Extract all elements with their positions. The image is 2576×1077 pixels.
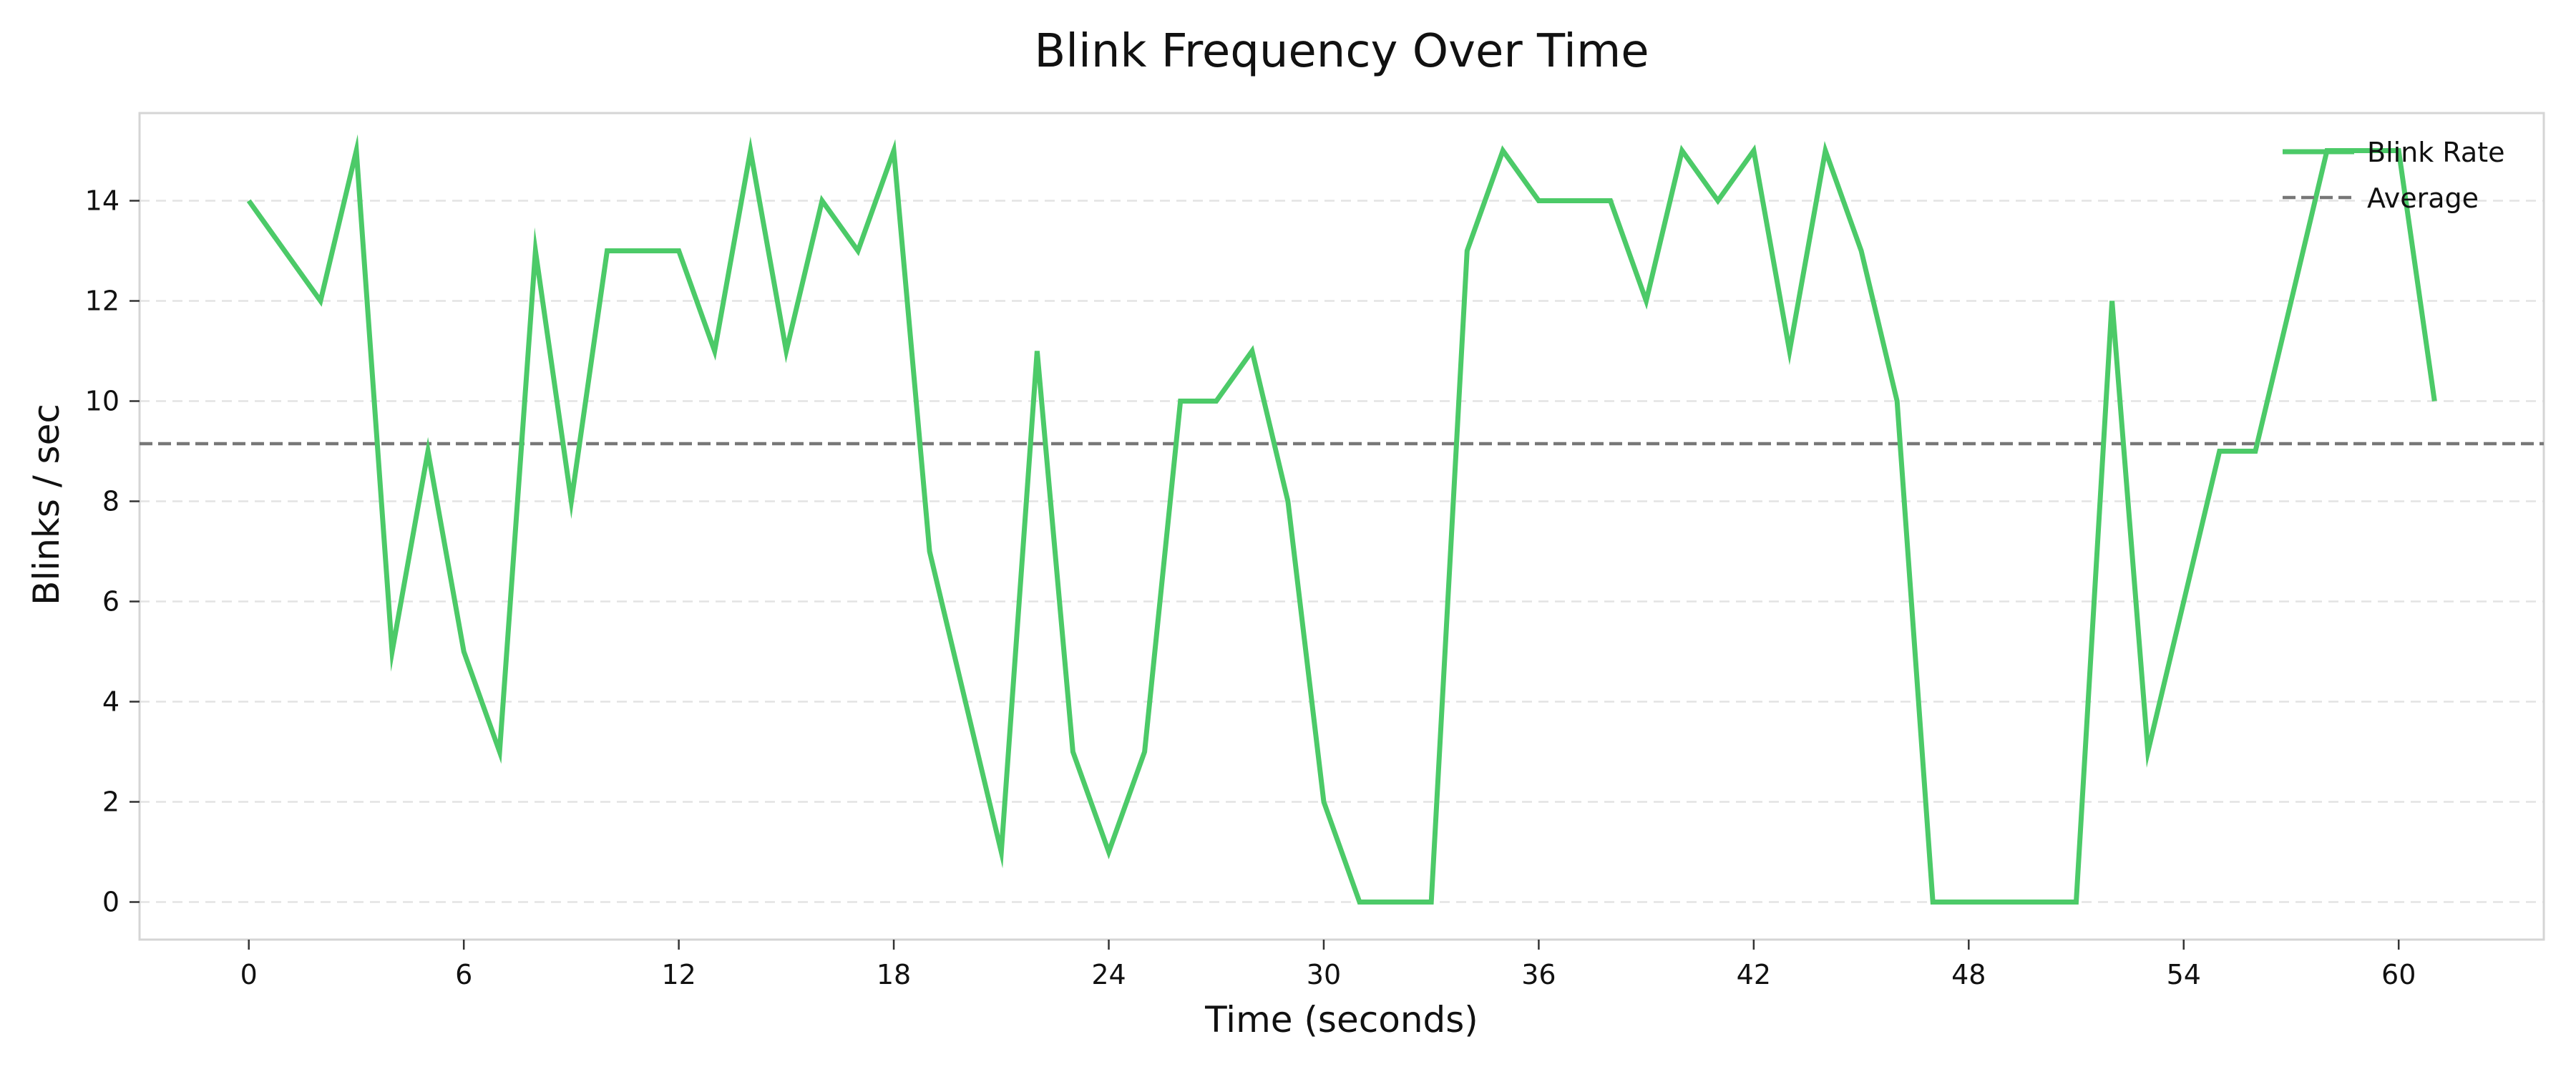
y-tick-label: 6 — [102, 586, 119, 618]
x-tick-label: 36 — [1521, 959, 1556, 990]
legend-average-label: Average — [2367, 182, 2479, 214]
y-tick-label: 4 — [102, 686, 119, 718]
y-tick-label: 14 — [85, 185, 119, 217]
series — [140, 134, 2544, 905]
plot-area-frame — [138, 112, 2545, 941]
x-tick-label: 60 — [2381, 959, 2416, 990]
y-tick-label: 12 — [85, 286, 119, 317]
chart-title: Blink Frequency Over Time — [1034, 25, 1649, 78]
x-tick-label: 12 — [661, 959, 696, 990]
x-tick-label: 48 — [1951, 959, 1986, 990]
y-tick-label: 8 — [102, 486, 119, 517]
y-tick-label: 10 — [85, 386, 119, 417]
x-tick-label: 18 — [877, 959, 911, 990]
x-tick-label: 42 — [1737, 959, 1771, 990]
grid — [140, 200, 2544, 903]
x-tick-label: 6 — [455, 959, 472, 990]
x-tick-label: 54 — [2167, 959, 2201, 990]
y-tick-label: 2 — [102, 786, 119, 818]
x-axis-label: Time (seconds) — [1204, 999, 1478, 1041]
x-tick-label: 24 — [1091, 959, 1126, 990]
y-axis-label: Blinks / sec — [26, 404, 67, 605]
blink-rate-line — [246, 134, 2437, 905]
x-tick-label: 0 — [240, 959, 258, 990]
x-tick-label: 30 — [1307, 959, 1341, 990]
legend-blink-rate-label: Blink Rate — [2367, 137, 2505, 168]
legend: Blink Rate Average — [2283, 137, 2505, 214]
y-tick-label: 0 — [102, 887, 119, 918]
